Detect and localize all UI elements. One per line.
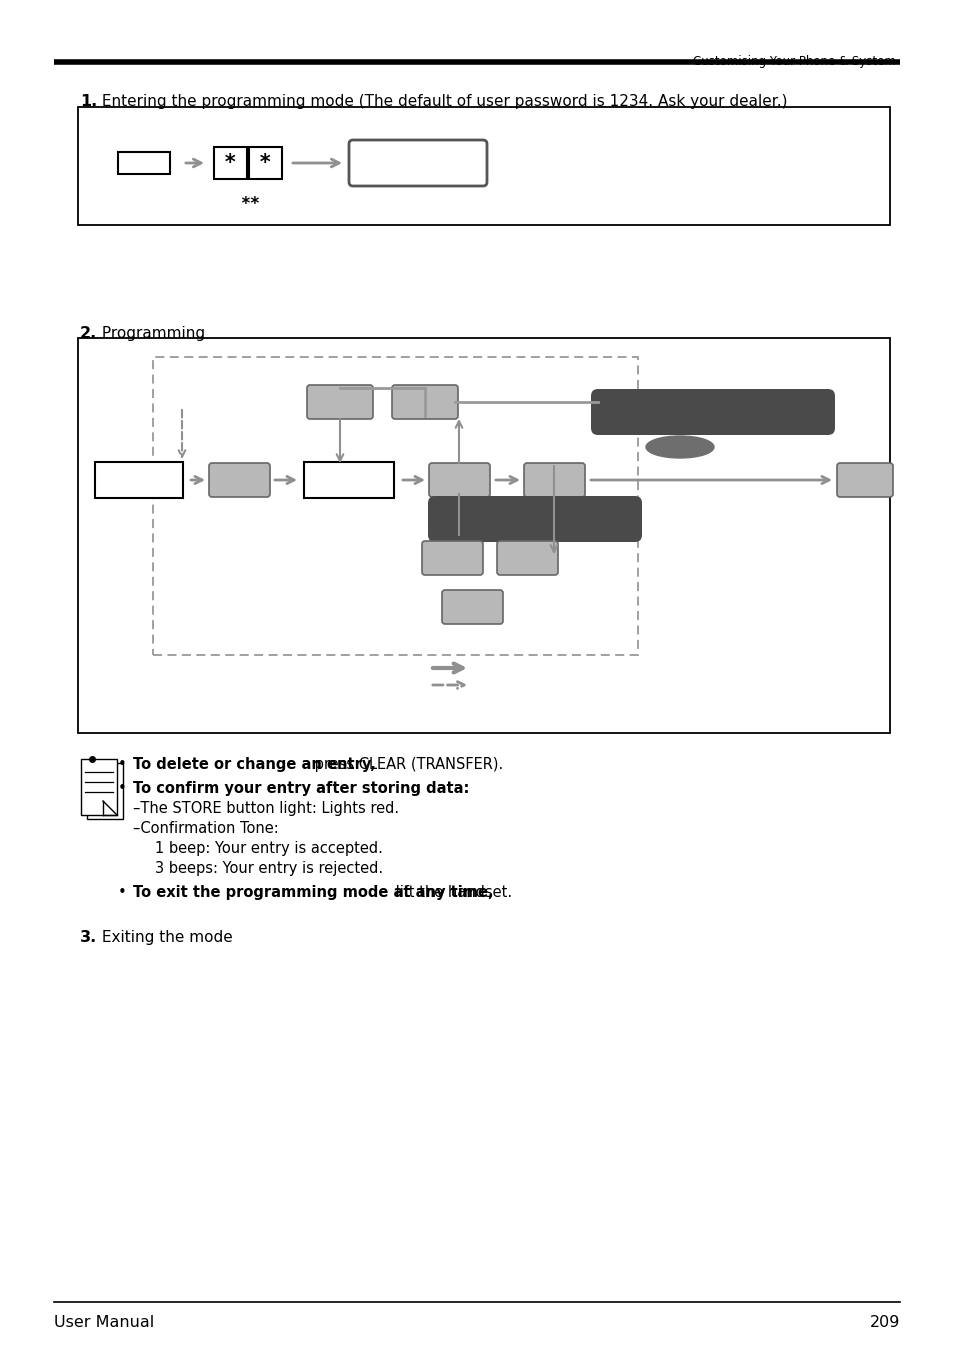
Bar: [118, 153, 170, 174]
FancyBboxPatch shape: [349, 141, 486, 186]
FancyBboxPatch shape: [428, 496, 641, 542]
FancyBboxPatch shape: [590, 389, 834, 435]
Text: press CLEAR (TRANSFER).: press CLEAR (TRANSFER).: [310, 757, 502, 771]
FancyBboxPatch shape: [421, 540, 482, 576]
Text: 209: 209: [869, 1315, 899, 1329]
FancyBboxPatch shape: [81, 759, 117, 815]
Text: Entering the programming mode (The default of user password is 1234. Ask your de: Entering the programming mode (The defau…: [97, 95, 786, 109]
Text: Exiting the mode: Exiting the mode: [97, 929, 233, 944]
Text: 3.: 3.: [80, 929, 97, 944]
Bar: [213, 147, 247, 178]
FancyBboxPatch shape: [441, 590, 502, 624]
Text: 1 beep: Your entry is accepted.: 1 beep: Your entry is accepted.: [154, 842, 382, 857]
Text: To exit the programming mode at any time,: To exit the programming mode at any time…: [132, 885, 493, 900]
FancyBboxPatch shape: [836, 463, 892, 497]
Bar: [78, 107, 889, 226]
FancyBboxPatch shape: [497, 540, 558, 576]
FancyBboxPatch shape: [523, 463, 584, 497]
Bar: [249, 147, 282, 178]
Bar: [78, 338, 889, 734]
Text: 3 beeps: Your entry is rejected.: 3 beeps: Your entry is rejected.: [154, 861, 383, 875]
Text: *: *: [223, 153, 236, 173]
Text: **: **: [240, 195, 260, 213]
Text: To delete or change an entry,: To delete or change an entry,: [132, 757, 375, 771]
Text: lift the handset.: lift the handset.: [391, 885, 512, 900]
FancyBboxPatch shape: [209, 463, 270, 497]
FancyBboxPatch shape: [429, 463, 490, 497]
Text: •: •: [118, 757, 127, 771]
Text: 2.: 2.: [80, 326, 97, 340]
Text: –The STORE button light: Lights red.: –The STORE button light: Lights red.: [132, 801, 398, 816]
FancyBboxPatch shape: [87, 763, 123, 819]
Text: 1.: 1.: [80, 95, 97, 109]
FancyBboxPatch shape: [304, 462, 394, 499]
FancyBboxPatch shape: [307, 385, 373, 419]
Text: *: *: [258, 153, 271, 173]
Text: •: •: [118, 781, 127, 796]
Bar: [152, 357, 638, 655]
Ellipse shape: [645, 436, 713, 458]
FancyBboxPatch shape: [95, 462, 183, 499]
Text: To confirm your entry after storing data:: To confirm your entry after storing data…: [132, 781, 469, 796]
Text: User Manual: User Manual: [54, 1315, 154, 1329]
Text: Programming: Programming: [97, 326, 205, 340]
FancyBboxPatch shape: [392, 385, 457, 419]
Text: Customising Your Phone & System: Customising Your Phone & System: [693, 55, 895, 68]
Text: •: •: [118, 885, 127, 900]
Text: –Confirmation Tone:: –Confirmation Tone:: [132, 821, 278, 836]
